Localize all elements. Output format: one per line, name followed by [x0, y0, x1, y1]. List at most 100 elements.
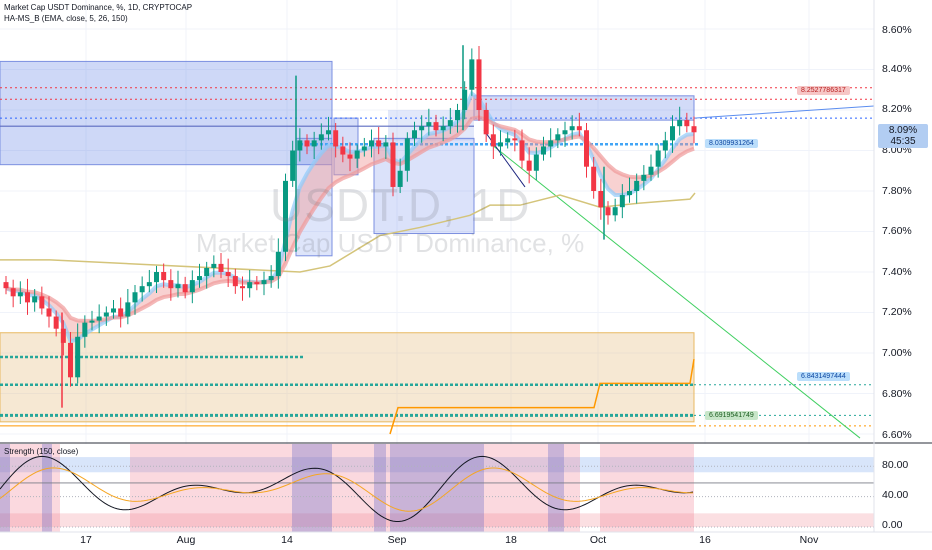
candle — [469, 59, 475, 90]
candle — [197, 276, 202, 281]
candle — [254, 282, 260, 285]
candle — [627, 191, 632, 196]
candle — [440, 126, 446, 131]
candle — [541, 146, 546, 155]
candle — [17, 292, 23, 297]
candle — [161, 272, 167, 281]
candle — [326, 130, 331, 135]
osc-region — [390, 444, 484, 532]
candle — [10, 288, 16, 297]
candle — [512, 138, 518, 141]
candle — [462, 89, 468, 110]
candle — [68, 342, 73, 378]
time-tick: Sep — [387, 534, 407, 546]
osc-background — [0, 444, 874, 532]
candle — [247, 282, 253, 289]
candle — [261, 280, 267, 285]
candle — [82, 322, 88, 337]
oscillator-label[interactable]: Strength (150, close) — [4, 447, 79, 456]
level-tag: 8.0309931264 — [705, 139, 758, 148]
candle — [598, 191, 604, 208]
range-box — [473, 95, 695, 121]
price-tick: 7.00% — [882, 347, 912, 359]
candle — [268, 276, 274, 281]
candle — [89, 320, 95, 323]
candle — [677, 120, 683, 127]
price-tick: 6.80% — [882, 388, 912, 400]
price-tick: 7.60% — [882, 225, 912, 237]
candle — [204, 267, 210, 277]
osc-tick: 40.00 — [882, 489, 909, 501]
candle — [670, 126, 675, 141]
candle — [397, 170, 403, 187]
candle — [132, 292, 138, 303]
candle — [333, 130, 339, 147]
osc-region — [548, 444, 564, 532]
candle — [533, 154, 539, 171]
candle — [53, 316, 59, 329]
candle — [361, 146, 367, 151]
candle — [146, 282, 152, 287]
osc-signal-line — [0, 467, 694, 512]
osc-band-lower — [0, 513, 874, 527]
candle — [311, 140, 317, 147]
candle — [569, 126, 575, 131]
support-trend — [0, 192, 696, 273]
chart-title: Market Cap USDT Dominance, %, 1D, CRYPTO… — [4, 3, 193, 12]
candle — [125, 302, 131, 317]
candle — [490, 134, 496, 147]
candle — [354, 150, 360, 159]
candle — [175, 284, 181, 289]
candle — [103, 312, 109, 317]
candle — [111, 308, 116, 313]
candle — [376, 140, 382, 147]
current-price: 8.09% — [888, 125, 918, 136]
osc-region — [42, 444, 52, 532]
trend-line — [693, 105, 875, 119]
watermark-symbol: USDT.D, 1D — [270, 179, 531, 231]
candle — [433, 122, 439, 131]
candle — [498, 142, 503, 147]
range-box — [0, 60, 333, 166]
candle — [340, 146, 346, 155]
osc-strength-line — [0, 455, 694, 523]
candle — [548, 140, 554, 147]
level-tag: 6.8431497444 — [797, 372, 850, 381]
candle — [189, 280, 195, 293]
price-tick: 6.60% — [882, 429, 912, 441]
candle — [584, 130, 589, 167]
candle — [662, 140, 668, 151]
candle — [612, 207, 618, 216]
candle — [591, 166, 597, 191]
candle — [648, 166, 654, 175]
candle — [25, 292, 30, 303]
candle — [96, 316, 102, 321]
candle — [390, 142, 396, 187]
candle — [318, 134, 324, 141]
candle — [297, 140, 303, 151]
candle — [211, 263, 217, 268]
candle — [39, 296, 45, 309]
demand-zone — [0, 332, 695, 423]
price-tick: 7.40% — [882, 266, 912, 278]
current-price-badge: 8.09% 45:35 — [878, 124, 928, 148]
support-trend — [389, 358, 695, 435]
candle — [605, 207, 611, 216]
candle — [519, 140, 525, 161]
candle — [691, 126, 697, 133]
price-tick: 7.80% — [882, 185, 912, 197]
candle — [290, 150, 296, 181]
candle — [684, 120, 690, 127]
candle — [447, 120, 453, 127]
candle — [225, 272, 231, 277]
candle — [562, 130, 568, 135]
candle — [619, 195, 625, 208]
candle — [412, 130, 417, 139]
candle — [576, 126, 582, 131]
indicator-label[interactable]: HA-MS_B (EMA, close, 5, 26, 150) — [4, 14, 128, 23]
candle — [118, 308, 124, 317]
osc-region — [374, 444, 386, 532]
candle — [275, 251, 281, 277]
